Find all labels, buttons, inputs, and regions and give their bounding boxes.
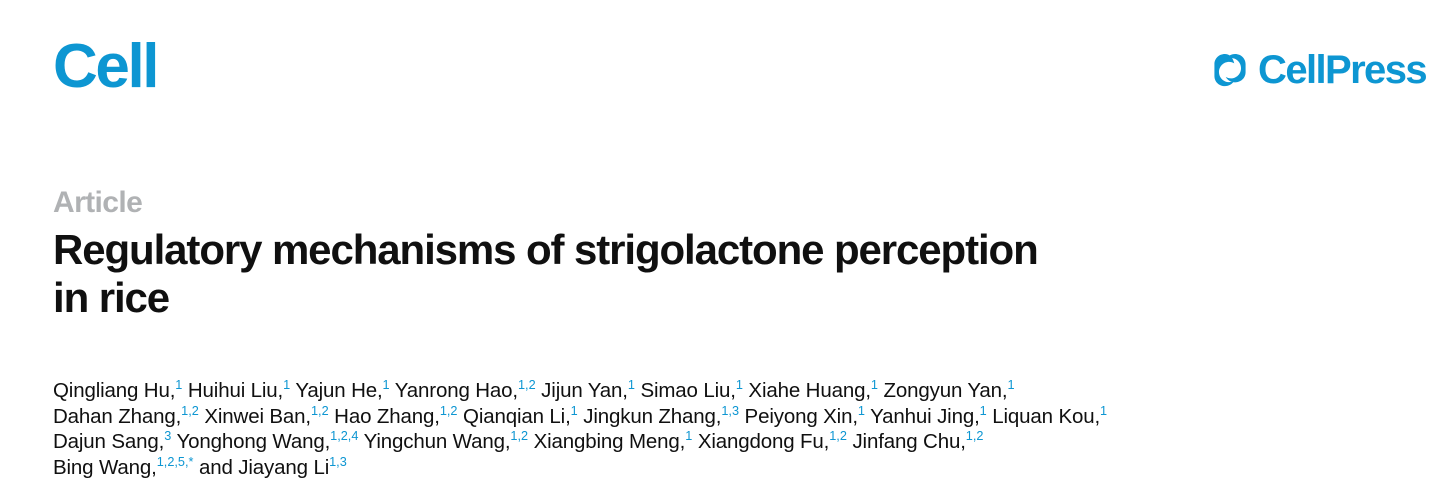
author-affiliation-marker: 1 (870, 377, 878, 393)
author-affiliation-marker: 1 (570, 402, 578, 418)
author-affiliation-marker: 1,2 (829, 428, 847, 444)
author-name: Dajun Sang, (53, 430, 165, 453)
article-header: Article Regulatory mechanisms of strigol… (53, 186, 1423, 322)
page-title: Regulatory mechanisms of strigolactone p… (53, 226, 1039, 321)
author-affiliation-marker: 1,2 (439, 402, 458, 418)
author-affiliation-marker: 1 (735, 377, 743, 393)
masthead: Cell CellPress (0, 0, 1456, 130)
author-affiliation-marker: 1,3 (329, 453, 347, 469)
author-name: Huihui Liu, (182, 379, 284, 402)
author-name: Yanhui Jing, (864, 404, 980, 428)
author-name: Liquan Kou, (986, 404, 1101, 428)
cellpress-wordmark: CellPress (1258, 48, 1428, 92)
author-affiliation-marker: 1,2,4 (330, 428, 359, 444)
author-affiliation-marker: 1,2 (310, 402, 329, 418)
author-name: Peiyong Xin, (739, 404, 858, 428)
author-affiliation-marker: 3 (164, 428, 172, 444)
author-name: Yonghong Wang, (171, 430, 331, 453)
author-name: Hao Zhang, (328, 404, 440, 428)
author-line: Bing Wang,1,2,5,* and Jiayang Li1,3 (53, 455, 1438, 481)
author-affiliation-marker: 1,2,5,* (156, 453, 194, 469)
author-line: Qingliang Hu,1 Huihui Liu,1 Yajun He,1 Y… (53, 378, 1438, 404)
author-affiliation-marker: 1 (857, 402, 865, 418)
author-affiliation-marker: 1 (685, 428, 693, 444)
author-line: Dahan Zhang,1,2 Xinwei Ban,1,2 Hao Zhang… (53, 404, 1438, 430)
author-affiliation-marker: 1,2 (181, 402, 199, 418)
author-affiliation-marker: 1,2 (965, 428, 984, 444)
author-affiliation-marker: 1,3 (721, 402, 740, 418)
author-name: Yanrong Hao, (389, 379, 518, 402)
author-affiliation-marker: 1,2 (517, 377, 536, 393)
author-name: Dahan Zhang, (53, 404, 182, 428)
author-name: Yingchun Wang, (358, 430, 511, 453)
cell-journal-logo[interactable]: Cell (53, 32, 160, 101)
author-name: and Jiayang Li (193, 455, 330, 479)
author-name: Xiangbing Meng, (528, 430, 686, 453)
author-name: Qianqian Li, (457, 404, 571, 428)
author-affiliation-marker: 1,2 (510, 428, 529, 444)
author-list: Qingliang Hu,1 Huihui Liu,1 Yajun He,1 Y… (53, 378, 1438, 480)
cellpress-publisher-logo[interactable]: CellPress (1211, 48, 1428, 92)
author-affiliation-marker: 1 (283, 377, 291, 393)
article-type-kicker: Article (53, 186, 143, 219)
author-name: Jijun Yan, (535, 379, 628, 402)
author-name: Xinwei Ban, (198, 404, 311, 428)
author-name: Simao Liu, (634, 379, 736, 402)
author-line: Dajun Sang,3 Yonghong Wang,1,2,4 Yingchu… (53, 429, 1438, 455)
author-affiliation-marker: 1 (627, 377, 635, 393)
author-name: Xiahe Huang, (742, 379, 871, 402)
author-affiliation-marker: 1 (382, 377, 390, 393)
author-affiliation-marker: 1 (175, 377, 183, 393)
author-name: Bing Wang, (53, 455, 157, 479)
author-name: Jingkun Zhang, (577, 404, 722, 428)
author-name: Qingliang Hu, (53, 379, 176, 402)
author-affiliation-marker: 1 (1100, 402, 1108, 418)
author-affiliation-marker: 1 (979, 402, 987, 418)
author-name: Jinfang Chu, (846, 430, 966, 453)
author-name: Xiangdong Fu, (692, 430, 830, 453)
author-name: Yajun He, (290, 379, 383, 402)
author-name: Zongyun Yan, (877, 379, 1008, 402)
author-affiliation-marker: 1 (1007, 377, 1015, 393)
cellpress-infinity-icon (1214, 54, 1246, 87)
